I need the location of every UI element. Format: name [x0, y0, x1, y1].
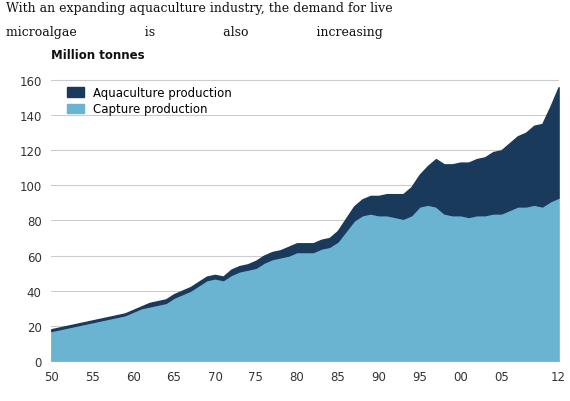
- Text: With an expanding aquaculture industry, the demand for live: With an expanding aquaculture industry, …: [6, 2, 392, 15]
- Text: Million tonnes: Million tonnes: [51, 49, 145, 62]
- Text: microalgae                 is                 also                 increasing: microalgae is also increasing: [6, 26, 382, 39]
- Legend: Aquaculture production, Capture production: Aquaculture production, Capture producti…: [67, 87, 232, 116]
